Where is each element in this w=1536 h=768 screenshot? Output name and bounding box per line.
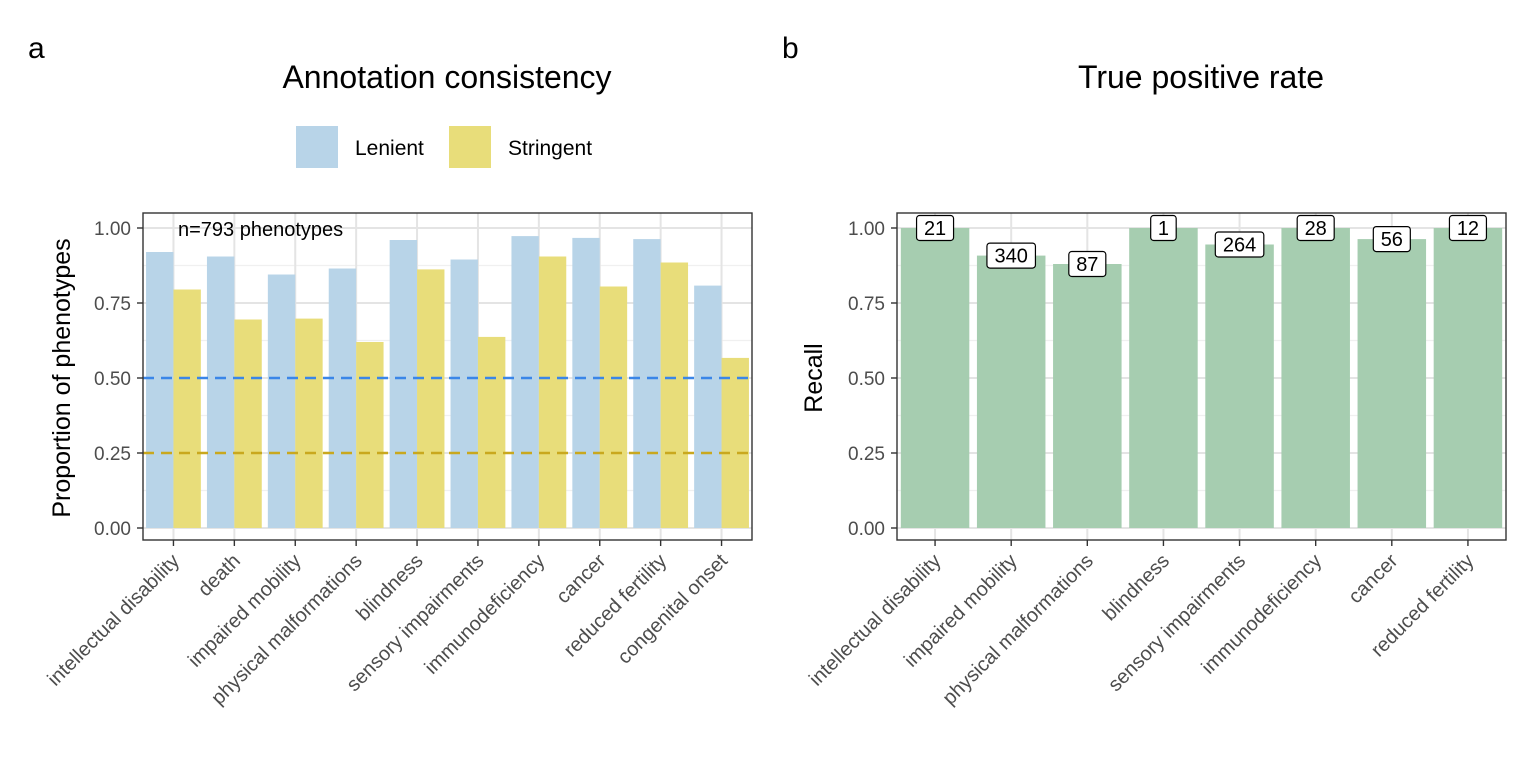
bar-stringent-cancer [599,286,628,528]
bar-label-box [1448,214,1488,242]
y-tick-label: 0.25 [94,444,131,465]
bar-label-intellectual-disability: 21 [924,218,946,240]
bar-stringent-impaired-mobility [295,318,323,528]
plot-area-b: 0.00 0.25 0.50 0.75 1.00 intellectual disabil… [805,212,1507,709]
annotation-text: n=793 phenotypes [178,219,343,241]
x-tick-label-blindness: blindness [1099,550,1174,625]
bar-lenient-blindness [389,240,418,528]
x-tick-label-intellectual-disability: intellectual disability [43,550,184,691]
bar-recall-blindness [1129,228,1198,528]
bar-stringent-intellectual-disability [173,289,201,528]
bar-recall-reduced-fertility [1433,228,1503,528]
x-tick-label-cancer: cancer [1344,550,1402,608]
bar-lenient-sensory-impairments [450,259,478,528]
chart-title-a: Annotation consistency [282,59,611,95]
legend-swatch-lenient [296,126,338,168]
y-tick-label: 1.00 [94,219,131,240]
legend-swatch-stringent [449,126,491,168]
bar-lenient-reduced-fertility [633,239,661,528]
bar-label-impaired-mobility: 340 [995,246,1028,268]
bar-label-reduced-fertility: 12 [1457,218,1479,240]
y-axis-label-a: Proportion of phenotypes [48,238,76,517]
plot-border-a [142,212,753,541]
bar-recall-cancer [1357,239,1427,528]
bar-recall-impaired-mobility [976,255,1046,528]
bar-recall-physical-malformations [1053,264,1122,528]
y-tick-label: 0.00 [94,519,131,540]
bar-label-cancer: 56 [1381,229,1403,251]
x-tick-label-cancer: cancer [552,550,610,608]
bar-label-blindness: 1 [1158,218,1169,240]
bar-lenient-immunodeficiency [511,236,539,528]
x-tick-label-death: death [194,550,245,601]
x-tick-label-intellectual-disability: intellectual disability [805,550,946,691]
y-tick-label: 0.25 [848,444,885,465]
bar-lenient-physical-malformations [328,268,357,528]
y-tick-label: 0.50 [848,369,885,390]
panel-letter-a: a [28,32,45,65]
bar-label-sensory-impairments: 264 [1223,235,1256,257]
y-tick-label: 0.50 [94,369,131,390]
bar-recall-immunodeficiency [1281,228,1350,528]
bar-stringent-immunodeficiency [538,256,567,528]
x-tick-label-congenital-onset: congenital onset [614,550,733,669]
bar-label-box [1296,214,1335,242]
legend-label-stringent: Stringent [508,137,592,160]
bar-label-box [915,214,955,242]
y-tick-label: 0.75 [94,294,131,315]
bar-stringent-congenital-onset [721,357,749,528]
bar-stringent-sensory-impairments [477,336,506,528]
bar-label-immunodeficiency: 28 [1305,218,1327,240]
y-axis-label-b: Recall [800,343,828,412]
bar-recall-sensory-impairments [1205,244,1274,528]
x-tick-label-sensory-impairments: sensory impairments [1104,550,1250,696]
x-tick-label-physical-malformations: physical malformations [938,550,1097,709]
panel-letter-b: b [782,32,799,65]
x-tick-label-reduced-fertility: reduced fertility [560,550,671,661]
y-tick-label: 1.00 [848,219,885,240]
plot-area-a: n=793 phenotypes 0.00 0.25 0.50 0.75 1.00 inte… [43,212,753,709]
bar-label-box [1372,226,1411,253]
bar-lenient-death [206,256,235,528]
x-tick-label-immunodeficiency: immunodeficiency [421,550,550,679]
bar-label-box [1068,250,1107,278]
bar-stringent-blindness [417,269,445,528]
panel-a: a Annotation consistency Lenient Stringe… [28,32,753,709]
panel-b: b True positive rate Recall 0.00 0.25 0.50… [782,32,1507,709]
bar-lenient-cancer [572,237,600,528]
bar-lenient-intellectual-disability [146,252,174,528]
bar-label-box [986,242,1037,269]
bar-lenient-congenital-onset [694,285,722,528]
bar-stringent-reduced-fertility [660,262,689,528]
legend-label-lenient: Lenient [355,137,424,160]
legend: Lenient Stringent [296,126,592,168]
chart-title-b: True positive rate [1078,59,1324,95]
bar-recall-intellectual-disability [900,228,970,528]
bar-lenient-impaired-mobility [267,274,296,528]
x-tick-label-impaired-mobility: impaired mobility [184,550,306,672]
bar-label-physical-malformations: 87 [1076,254,1098,276]
bar-stringent-physical-malformations [356,342,384,528]
plot-border-b [896,212,1507,541]
bar-label-box [1150,214,1177,242]
y-tick-label: 0.75 [848,294,885,315]
y-tick-label: 0.00 [848,519,885,540]
bar-stringent-death [234,319,262,528]
bar-label-box [1214,231,1265,258]
